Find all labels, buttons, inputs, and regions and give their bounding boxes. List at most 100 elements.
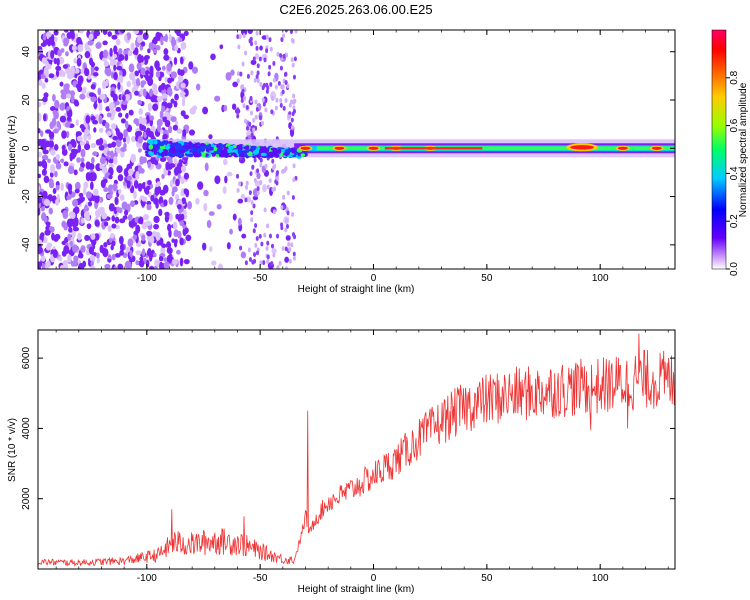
noise-blob bbox=[262, 184, 267, 193]
noise-blob bbox=[292, 163, 296, 169]
noise-blob bbox=[111, 223, 117, 229]
noise-blob bbox=[226, 242, 231, 250]
noise-blob bbox=[133, 30, 140, 35]
noise-blob bbox=[240, 251, 247, 259]
noise-blob bbox=[284, 166, 288, 171]
noise-blob bbox=[290, 57, 294, 63]
noise-blob bbox=[71, 230, 76, 238]
noise-blob bbox=[169, 212, 173, 222]
noise-blob bbox=[156, 95, 163, 102]
noise-blob bbox=[208, 211, 215, 216]
noise-blob bbox=[179, 77, 183, 83]
noise-blob bbox=[209, 246, 213, 252]
noise-blob bbox=[60, 182, 64, 192]
noise-blob bbox=[114, 196, 119, 205]
noise-blob bbox=[95, 209, 101, 218]
noise-blob bbox=[84, 67, 89, 76]
noise-blob bbox=[111, 34, 118, 40]
noise-blob bbox=[96, 258, 100, 264]
noise-blob bbox=[153, 266, 158, 269]
colorbar-tick-label: 0.0 bbox=[729, 262, 740, 276]
noise-blob bbox=[55, 153, 61, 160]
noise-blob bbox=[137, 148, 142, 153]
noise-blob bbox=[230, 69, 235, 76]
onset-blob bbox=[213, 146, 218, 152]
noise-blob bbox=[59, 115, 67, 123]
noise-blob bbox=[61, 130, 67, 139]
noise-blob bbox=[280, 222, 284, 228]
noise-blob bbox=[244, 185, 248, 190]
noise-blob bbox=[129, 72, 136, 81]
onset-blob bbox=[149, 139, 154, 146]
noise-blob bbox=[127, 49, 133, 57]
noise-blob bbox=[250, 200, 254, 205]
noise-blob bbox=[152, 89, 159, 96]
noise-blob bbox=[265, 48, 269, 54]
noise-blob bbox=[167, 125, 173, 134]
noise-blob bbox=[89, 254, 96, 263]
noise-blob bbox=[72, 199, 79, 207]
noise-blob bbox=[288, 246, 292, 252]
noise-blob bbox=[197, 181, 204, 190]
noise-blob bbox=[278, 260, 282, 266]
noise-blob bbox=[256, 190, 260, 196]
noise-blob bbox=[264, 163, 268, 169]
noise-blob bbox=[73, 58, 77, 64]
noise-blob bbox=[255, 30, 259, 36]
noise-blob bbox=[74, 181, 81, 191]
noise-blob bbox=[172, 124, 179, 131]
noise-blob bbox=[38, 173, 42, 179]
noise-blob bbox=[67, 233, 72, 241]
noise-blob bbox=[101, 166, 108, 174]
noise-blob bbox=[291, 62, 295, 68]
onset-blob bbox=[291, 149, 297, 153]
noise-blob bbox=[62, 64, 68, 69]
noise-blob bbox=[265, 245, 269, 251]
noise-blob bbox=[71, 30, 75, 40]
noise-blob bbox=[84, 51, 91, 59]
noise-blob bbox=[155, 201, 159, 209]
noise-blob bbox=[117, 56, 123, 62]
noise-blob bbox=[202, 106, 209, 115]
noise-blob bbox=[284, 30, 288, 33]
noise-blob bbox=[121, 201, 128, 210]
noise-blob bbox=[255, 106, 259, 112]
noise-blob bbox=[38, 196, 42, 204]
noise-blob bbox=[45, 140, 51, 148]
noise-blob bbox=[106, 150, 111, 156]
noise-blob bbox=[114, 253, 121, 258]
noise-blob bbox=[87, 40, 94, 46]
noise-blob bbox=[65, 121, 71, 128]
noise-blob bbox=[57, 49, 62, 57]
noise-blob bbox=[188, 129, 196, 136]
noise-blob bbox=[269, 82, 273, 87]
noise-blob bbox=[281, 169, 285, 174]
noise-blob bbox=[158, 255, 164, 262]
noise-blob bbox=[255, 45, 259, 51]
noise-blob bbox=[136, 62, 142, 70]
noise-blob bbox=[170, 71, 177, 79]
noise-blob bbox=[111, 141, 117, 148]
noise-blob bbox=[252, 117, 256, 123]
noise-blob bbox=[79, 124, 85, 129]
noise-blob bbox=[63, 37, 70, 46]
noise-blob bbox=[179, 237, 184, 246]
noise-blob bbox=[54, 36, 58, 42]
noise-blob bbox=[288, 114, 292, 120]
noise-blob bbox=[167, 77, 173, 84]
noise-blob bbox=[260, 241, 264, 247]
noise-blob bbox=[90, 115, 96, 121]
x-tick-label: -100 bbox=[137, 573, 157, 584]
noise-blob bbox=[83, 210, 90, 220]
y-tick-label: -40 bbox=[21, 237, 32, 252]
onset-blob bbox=[273, 153, 280, 158]
noise-blob bbox=[45, 243, 52, 251]
noise-blob bbox=[38, 206, 41, 216]
onset-blob bbox=[238, 153, 245, 158]
y-tick-label: -20 bbox=[21, 189, 32, 204]
noise-blob bbox=[60, 89, 66, 95]
noise-blob bbox=[279, 53, 283, 58]
noise-blob bbox=[154, 259, 159, 267]
onset-blob bbox=[199, 145, 206, 152]
noise-blob bbox=[259, 162, 263, 168]
